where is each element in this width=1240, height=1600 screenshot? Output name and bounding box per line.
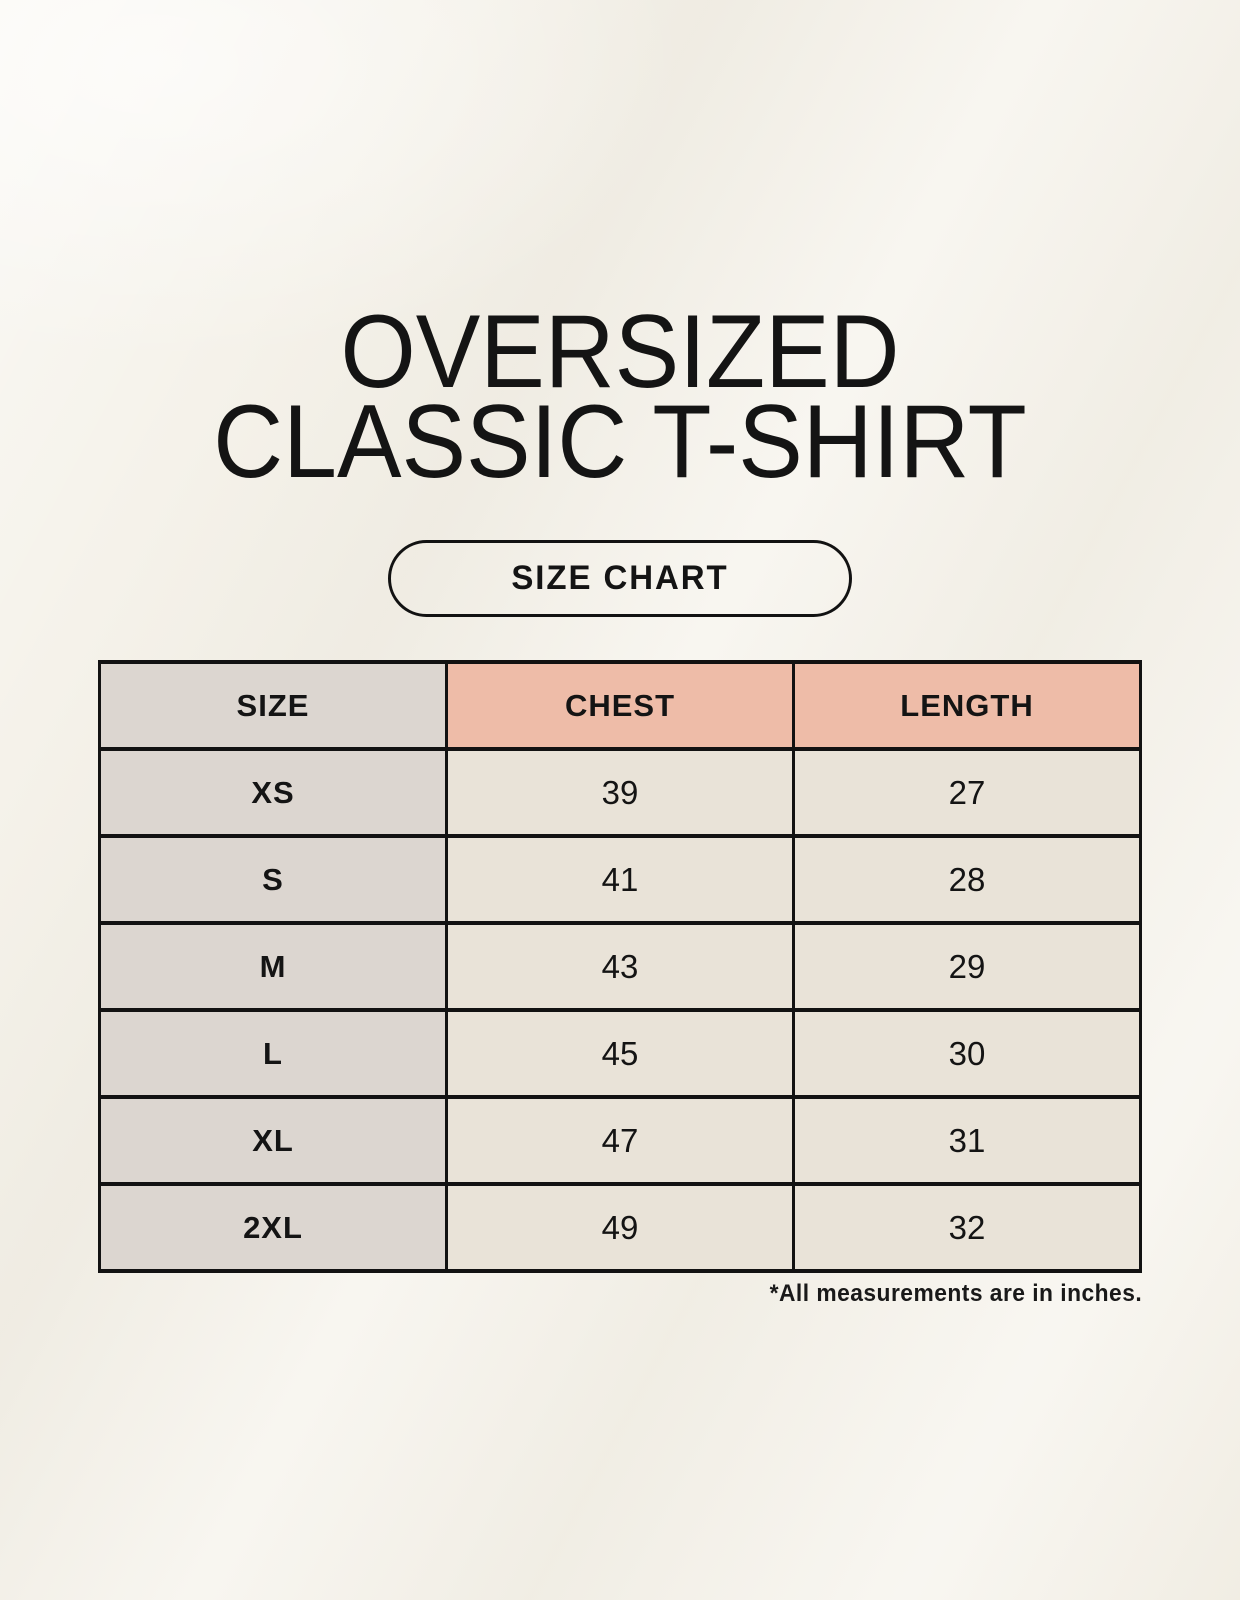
- table-row-xs: XS 39 27: [98, 747, 1142, 838]
- header-cell-chest: CHEST: [445, 660, 795, 751]
- size-chart-button[interactable]: SIZE CHART: [388, 540, 852, 617]
- table-row-s: S 41 28: [98, 834, 1142, 925]
- table-row-xl: XL 47 31: [98, 1095, 1142, 1186]
- header-cell-size: SIZE: [98, 660, 448, 751]
- chest-value: 45: [445, 1008, 795, 1099]
- table-header: SIZE CHEST LENGTH: [98, 660, 1142, 751]
- length-value: 28: [792, 834, 1142, 925]
- length-value: 29: [792, 921, 1142, 1012]
- size-label: L: [98, 1008, 448, 1099]
- product-title-line2: CLASSIC T-SHIRT: [213, 384, 1027, 500]
- table-row-l: L 45 30: [98, 1008, 1142, 1099]
- length-value: 30: [792, 1008, 1142, 1099]
- length-value: 32: [792, 1182, 1142, 1273]
- length-value: 27: [792, 747, 1142, 838]
- header-cell-length: LENGTH: [792, 660, 1142, 751]
- table-row-m: M 43 29: [98, 921, 1142, 1012]
- size-label: S: [98, 834, 448, 925]
- size-label: 2XL: [98, 1182, 448, 1273]
- size-chart-table: SIZE CHEST LENGTH XS 39 27 S 41 28 M 43 …: [98, 660, 1142, 1273]
- table-header-row: SIZE CHEST LENGTH: [98, 660, 1142, 751]
- chest-value: 47: [445, 1095, 795, 1186]
- size-label: M: [98, 921, 448, 1012]
- chest-value: 39: [445, 747, 795, 838]
- size-chart-button-label: SIZE CHART: [511, 559, 729, 597]
- size-label: XS: [98, 747, 448, 838]
- product-title-line1: OVERSIZED: [340, 294, 900, 410]
- table-row-2xl: 2XL 49 32: [98, 1182, 1142, 1273]
- table-body: XS 39 27 S 41 28 M 43 29 L 45 30 XL 47: [98, 747, 1142, 1273]
- length-value: 31: [792, 1095, 1142, 1186]
- measurements-footnote: *All measurements are in inches.: [769, 1280, 1142, 1307]
- size-label: XL: [98, 1095, 448, 1186]
- product-title: OVERSIZED CLASSIC T-SHIRT: [0, 294, 1240, 500]
- chest-value: 41: [445, 834, 795, 925]
- chest-value: 43: [445, 921, 795, 1012]
- chest-value: 49: [445, 1182, 795, 1273]
